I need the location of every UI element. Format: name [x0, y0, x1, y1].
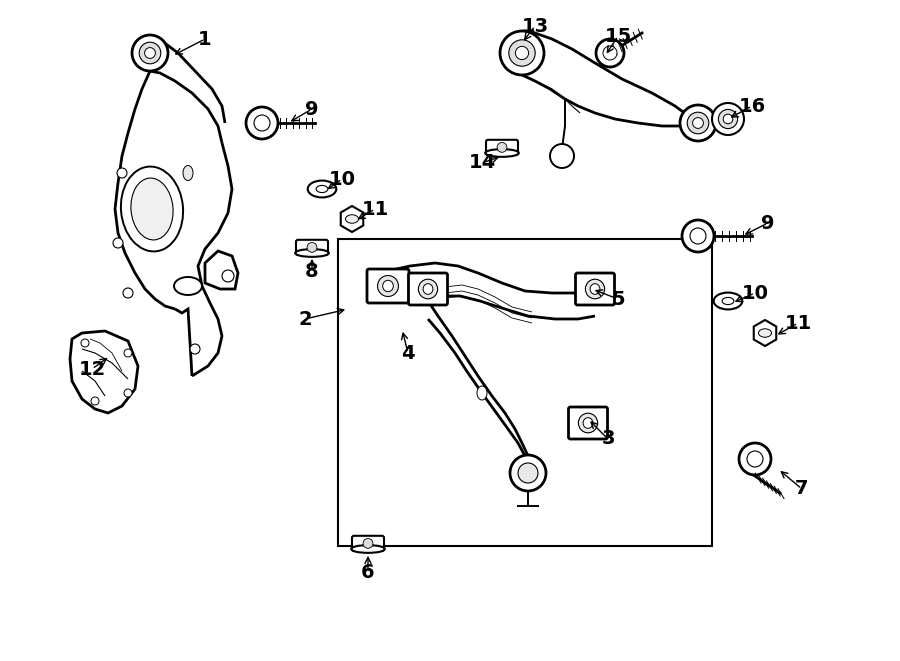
- Text: 13: 13: [521, 17, 549, 36]
- PathPatch shape: [70, 331, 138, 413]
- FancyBboxPatch shape: [486, 139, 518, 155]
- Circle shape: [693, 118, 704, 128]
- Circle shape: [254, 115, 270, 131]
- Circle shape: [550, 144, 574, 168]
- Text: 12: 12: [78, 360, 105, 379]
- Ellipse shape: [346, 215, 358, 223]
- Circle shape: [739, 443, 771, 475]
- Circle shape: [500, 31, 544, 75]
- Text: 8: 8: [305, 262, 319, 280]
- Circle shape: [124, 349, 132, 357]
- Circle shape: [307, 243, 317, 253]
- Circle shape: [518, 463, 538, 483]
- Circle shape: [140, 42, 161, 64]
- Text: 14: 14: [468, 153, 496, 173]
- PathPatch shape: [205, 251, 238, 289]
- Circle shape: [123, 288, 133, 298]
- Text: 6: 6: [361, 563, 374, 582]
- Ellipse shape: [579, 413, 598, 433]
- Text: 4: 4: [401, 344, 415, 362]
- Circle shape: [682, 220, 714, 252]
- Ellipse shape: [308, 180, 337, 198]
- Ellipse shape: [759, 329, 771, 337]
- Text: 7: 7: [796, 479, 809, 498]
- Text: 9: 9: [761, 214, 775, 233]
- Text: 5: 5: [611, 290, 625, 309]
- Ellipse shape: [583, 418, 593, 428]
- Text: 1: 1: [198, 30, 212, 48]
- Circle shape: [246, 107, 278, 139]
- Ellipse shape: [418, 279, 437, 299]
- Ellipse shape: [295, 249, 328, 257]
- Circle shape: [190, 344, 200, 354]
- Text: 16: 16: [738, 97, 766, 116]
- FancyBboxPatch shape: [367, 269, 409, 303]
- Circle shape: [132, 35, 168, 71]
- Ellipse shape: [351, 545, 385, 553]
- Text: 11: 11: [785, 313, 812, 332]
- Circle shape: [508, 40, 536, 66]
- Circle shape: [117, 168, 127, 178]
- Circle shape: [556, 147, 574, 165]
- Ellipse shape: [130, 178, 173, 240]
- Circle shape: [596, 39, 624, 67]
- Circle shape: [510, 455, 546, 491]
- Circle shape: [113, 238, 123, 248]
- Ellipse shape: [174, 277, 202, 295]
- Bar: [338, 239, 712, 546]
- Circle shape: [516, 46, 528, 59]
- FancyBboxPatch shape: [296, 240, 328, 255]
- Circle shape: [712, 103, 744, 135]
- FancyBboxPatch shape: [409, 273, 447, 305]
- FancyBboxPatch shape: [352, 536, 384, 551]
- Ellipse shape: [423, 284, 433, 294]
- Circle shape: [724, 114, 733, 124]
- Circle shape: [222, 270, 234, 282]
- Circle shape: [363, 539, 373, 549]
- Ellipse shape: [316, 186, 328, 192]
- Circle shape: [680, 105, 716, 141]
- Circle shape: [145, 48, 156, 58]
- Circle shape: [747, 451, 763, 467]
- Ellipse shape: [378, 276, 399, 297]
- Polygon shape: [753, 320, 777, 346]
- Circle shape: [690, 228, 706, 244]
- Ellipse shape: [485, 149, 518, 157]
- Circle shape: [124, 389, 132, 397]
- Text: 3: 3: [601, 430, 615, 449]
- Circle shape: [497, 143, 507, 152]
- Circle shape: [688, 112, 709, 134]
- Polygon shape: [341, 206, 364, 232]
- Ellipse shape: [722, 297, 734, 305]
- Circle shape: [91, 397, 99, 405]
- Ellipse shape: [585, 279, 605, 299]
- Ellipse shape: [183, 165, 193, 180]
- Text: 10: 10: [742, 284, 769, 303]
- FancyBboxPatch shape: [575, 273, 615, 305]
- Circle shape: [718, 110, 738, 129]
- Ellipse shape: [477, 386, 487, 400]
- Text: 15: 15: [605, 26, 632, 46]
- Text: 11: 11: [362, 200, 389, 219]
- Circle shape: [81, 339, 89, 347]
- Ellipse shape: [590, 284, 600, 294]
- Circle shape: [603, 46, 617, 60]
- Text: 2: 2: [298, 309, 311, 329]
- Ellipse shape: [382, 280, 393, 292]
- FancyBboxPatch shape: [569, 407, 608, 439]
- Ellipse shape: [121, 167, 183, 251]
- Ellipse shape: [714, 293, 742, 309]
- Text: 10: 10: [328, 169, 356, 188]
- Text: 9: 9: [305, 100, 319, 118]
